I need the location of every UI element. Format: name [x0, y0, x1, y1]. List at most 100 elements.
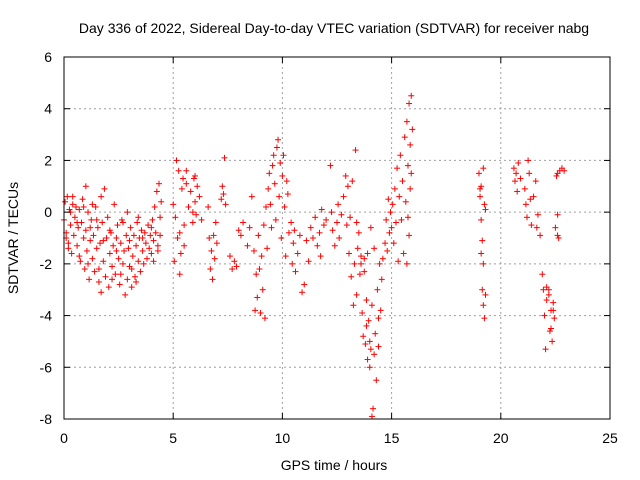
data-point-marker — [385, 196, 392, 203]
data-point-marker — [514, 188, 521, 195]
data-point-marker — [87, 237, 94, 244]
data-point-marker — [111, 201, 118, 208]
data-point-marker — [81, 266, 88, 273]
data-point-marker — [392, 219, 399, 226]
data-point-marker — [363, 322, 370, 329]
data-point-marker — [386, 229, 393, 236]
data-point-marker — [150, 258, 157, 265]
data-point-marker — [366, 364, 373, 371]
data-point-marker — [554, 211, 561, 218]
grid-layer — [64, 57, 610, 419]
data-point-marker — [189, 209, 196, 216]
data-point-marker — [259, 286, 266, 293]
data-point-marker — [212, 219, 219, 226]
data-point-marker — [103, 235, 110, 241]
data-point-marker — [318, 206, 325, 213]
data-point-marker — [524, 214, 531, 221]
data-point-marker — [126, 263, 133, 270]
data-point-marker — [193, 211, 200, 218]
y-tick-label: 0 — [44, 204, 52, 220]
data-point-marker — [279, 172, 286, 179]
data-point-marker — [384, 247, 391, 254]
data-point-marker — [150, 237, 157, 244]
data-point-marker — [517, 175, 524, 182]
data-point-marker — [408, 170, 415, 177]
data-point-marker — [525, 157, 532, 164]
data-point-marker — [181, 222, 188, 229]
data-point-marker — [192, 172, 199, 179]
data-point-marker — [180, 175, 187, 182]
data-point-marker — [299, 289, 306, 296]
data-point-marker — [106, 227, 113, 234]
data-point-marker — [149, 216, 156, 223]
data-point-marker — [361, 268, 368, 275]
data-point-marker — [515, 160, 522, 167]
data-point-marker — [157, 232, 164, 239]
data-point-marker — [124, 209, 131, 216]
data-point-marker — [190, 175, 197, 182]
data-point-marker — [475, 170, 482, 177]
data-point-marker — [89, 201, 96, 208]
data-point-marker — [128, 284, 135, 291]
data-point-marker — [100, 237, 107, 244]
data-point-marker — [327, 162, 334, 169]
data-point-marker — [408, 92, 415, 99]
data-point-marker — [347, 214, 354, 221]
data-point-marker — [480, 165, 487, 172]
data-point-marker — [551, 315, 558, 322]
data-point-marker — [133, 242, 140, 249]
data-point-marker — [543, 284, 550, 291]
data-point-marker — [409, 126, 416, 133]
data-point-marker — [314, 242, 321, 249]
data-point-marker — [181, 242, 188, 249]
data-point-marker — [368, 302, 375, 309]
data-point-marker — [296, 232, 303, 239]
data-point-marker — [372, 330, 379, 337]
data-point-marker — [382, 240, 389, 247]
data-point-marker — [235, 227, 242, 234]
data-point-marker — [401, 134, 408, 141]
data-point-marker — [130, 232, 137, 239]
data-point-marker — [117, 271, 124, 278]
data-point-marker — [65, 240, 72, 247]
data-point-marker — [266, 170, 273, 177]
data-point-marker — [80, 203, 87, 210]
data-point-marker — [553, 172, 560, 179]
data-point-marker — [543, 297, 550, 304]
data-point-marker — [139, 235, 146, 241]
data-point-marker — [248, 193, 255, 200]
data-point-marker — [481, 315, 488, 322]
data-point-marker — [552, 224, 559, 231]
data-point-marker — [373, 377, 380, 384]
data-point-marker — [530, 193, 537, 200]
data-point-marker — [268, 224, 275, 231]
data-point-marker — [187, 188, 194, 195]
data-point-marker — [522, 201, 529, 208]
data-point-marker — [70, 232, 77, 239]
data-point-marker — [542, 346, 549, 353]
data-point-marker — [352, 147, 359, 154]
data-point-marker — [229, 266, 236, 273]
data-point-marker — [402, 198, 409, 205]
data-point-marker — [113, 235, 120, 241]
data-point-marker — [346, 250, 353, 257]
data-point-marker — [135, 258, 142, 265]
data-point-marker — [288, 219, 295, 226]
data-point-marker — [375, 315, 382, 322]
data-point-marker — [156, 180, 163, 187]
data-point-marker — [92, 203, 99, 210]
data-point-marker — [328, 209, 335, 216]
data-point-marker — [152, 229, 159, 236]
data-point-marker — [480, 260, 487, 267]
data-point-marker — [76, 253, 83, 260]
data-point-marker — [320, 222, 327, 229]
data-point-marker — [119, 260, 126, 267]
data-point-marker — [316, 229, 323, 236]
data-point-marker — [482, 206, 489, 213]
data-point-marker — [104, 214, 111, 221]
data-point-marker — [348, 273, 355, 280]
data-point-marker — [253, 271, 260, 278]
data-point-marker — [205, 203, 212, 210]
x-tick-label: 20 — [493, 430, 509, 446]
